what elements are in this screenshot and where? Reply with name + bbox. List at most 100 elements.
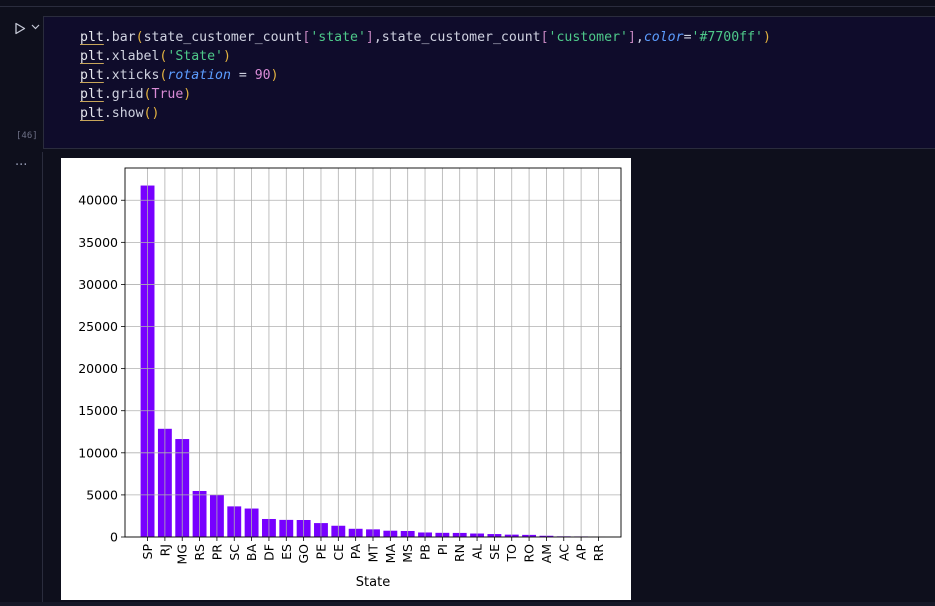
code-token: . (103, 49, 112, 64)
top-divider (0, 6, 935, 7)
code-line: plt.show() (80, 106, 159, 121)
output-gutter (0, 152, 42, 606)
y-tick-label: 40000 (78, 193, 118, 208)
code-token: plt (80, 30, 104, 45)
code-token: plt (80, 68, 104, 83)
bar-chart: 0 5000 10000 15000 20000 25000 30000 35000 40000… (78, 167, 622, 590)
x-tick-label: AC (556, 544, 571, 561)
x-tick-label: PE (313, 544, 328, 560)
x-tick-label: SP (140, 544, 155, 560)
code-token: 'customer' (548, 30, 628, 45)
code-token: bar (111, 30, 136, 45)
code-token: plt (80, 87, 104, 102)
code-line: plt.xlabel('State') (80, 49, 231, 64)
code-token: . (103, 87, 112, 102)
code-token: ( (143, 87, 152, 102)
x-tick-label: PB (418, 544, 433, 560)
code-token: grid (111, 87, 144, 102)
code-token: () (143, 106, 160, 121)
x-tick-label: SC (227, 544, 242, 561)
code-token: xticks (111, 68, 160, 83)
ellipsis-icon: ... (15, 154, 28, 169)
y-tick-label: 0 (110, 530, 118, 545)
code-token: ] (627, 30, 636, 45)
code-token: ) (762, 30, 771, 45)
x-tick-label: GO (296, 544, 311, 564)
code-token: xlabel (111, 49, 160, 64)
execution-count: [46] (16, 131, 38, 141)
code-token: state_customer_count (381, 30, 541, 45)
code-line: plt.bar(state_customer_count['state'],st… (80, 30, 771, 45)
x-tick-label: AL (470, 544, 485, 560)
code-token: = (683, 30, 692, 45)
bottom-divider (0, 602, 935, 606)
x-tick-label: RN (452, 544, 467, 562)
output-divider (42, 152, 43, 606)
y-tick-label: 30000 (78, 277, 118, 292)
code-token: [ (540, 30, 549, 45)
code-token: ) (270, 68, 279, 83)
code-token: 'state' (310, 30, 366, 45)
code-token: show (111, 106, 144, 121)
play-icon (15, 22, 26, 34)
y-tick-label: 25000 (78, 319, 118, 334)
code-token: . (103, 68, 112, 83)
code-token: , (373, 30, 382, 45)
code-token: ( (159, 68, 168, 83)
code-text[interactable]: plt.bar(state_customer_count['state'],st… (80, 28, 771, 123)
code-token: ] (365, 30, 374, 45)
x-tick-label: PA (348, 544, 363, 560)
code-token: rotation (167, 68, 231, 83)
x-tick-label: MT (366, 544, 381, 563)
code-token: True (151, 87, 184, 102)
code-token: . (103, 106, 112, 121)
code-token: '#7700ff' (691, 30, 763, 45)
code-token: ( (135, 30, 144, 45)
code-token: state_customer_count (143, 30, 303, 45)
x-tick-label: BA (244, 544, 259, 562)
code-token: plt (80, 106, 104, 121)
code-token: ) (183, 87, 192, 102)
x-tick-label: MS (400, 544, 415, 563)
x-tick-label: TO (504, 544, 519, 563)
chevron-down-icon (31, 24, 39, 30)
output-menu-button[interactable]: ... (15, 154, 27, 169)
code-token: 90 (254, 68, 271, 83)
x-tick-label: RS (192, 544, 207, 561)
x-tick-label: DF (261, 544, 276, 561)
x-tick-label: RJ (157, 544, 172, 556)
y-tick-label: 15000 (78, 403, 118, 418)
code-token: plt (80, 49, 104, 64)
x-tick-label: RR (591, 544, 606, 562)
x-axis-label: State (356, 575, 390, 590)
cell-options-chevron[interactable] (30, 22, 40, 32)
matplotlib-figure: 0 5000 10000 15000 20000 25000 30000 35000 40000… (61, 158, 631, 600)
x-tick-label: AM (539, 544, 554, 563)
x-tick-label: SE (487, 544, 502, 560)
code-token: = (230, 68, 255, 83)
x-tick-label: CE (331, 544, 346, 561)
code-cell-editor[interactable]: plt.bar(state_customer_count['state'],st… (43, 16, 935, 149)
x-tick-label: AP (574, 544, 589, 561)
code-line: plt.grid(True) (80, 87, 191, 102)
code-cell-gutter (0, 16, 42, 149)
code-token: 'State' (167, 49, 223, 64)
x-tick-label: PR (209, 544, 224, 561)
x-tick-label: ES (279, 544, 294, 560)
run-cell-button[interactable] (12, 20, 28, 36)
y-tick-label: 10000 (78, 445, 118, 460)
code-token: color (643, 30, 684, 45)
code-line: plt.xticks(rotation = 90) (80, 68, 279, 83)
x-tick-label: RO (522, 544, 537, 563)
code-token: ( (159, 49, 168, 64)
y-tick-label: 5000 (86, 487, 118, 502)
code-token: [ (302, 30, 311, 45)
y-tick-label: 20000 (78, 361, 118, 376)
x-tick-label: PI (435, 544, 450, 555)
x-tick-label: MA (383, 544, 398, 564)
code-token: , (635, 30, 644, 45)
code-token: . (103, 30, 112, 45)
x-tick-label: MG (175, 544, 190, 564)
y-tick-label: 35000 (78, 235, 118, 250)
code-token: ) (222, 49, 231, 64)
